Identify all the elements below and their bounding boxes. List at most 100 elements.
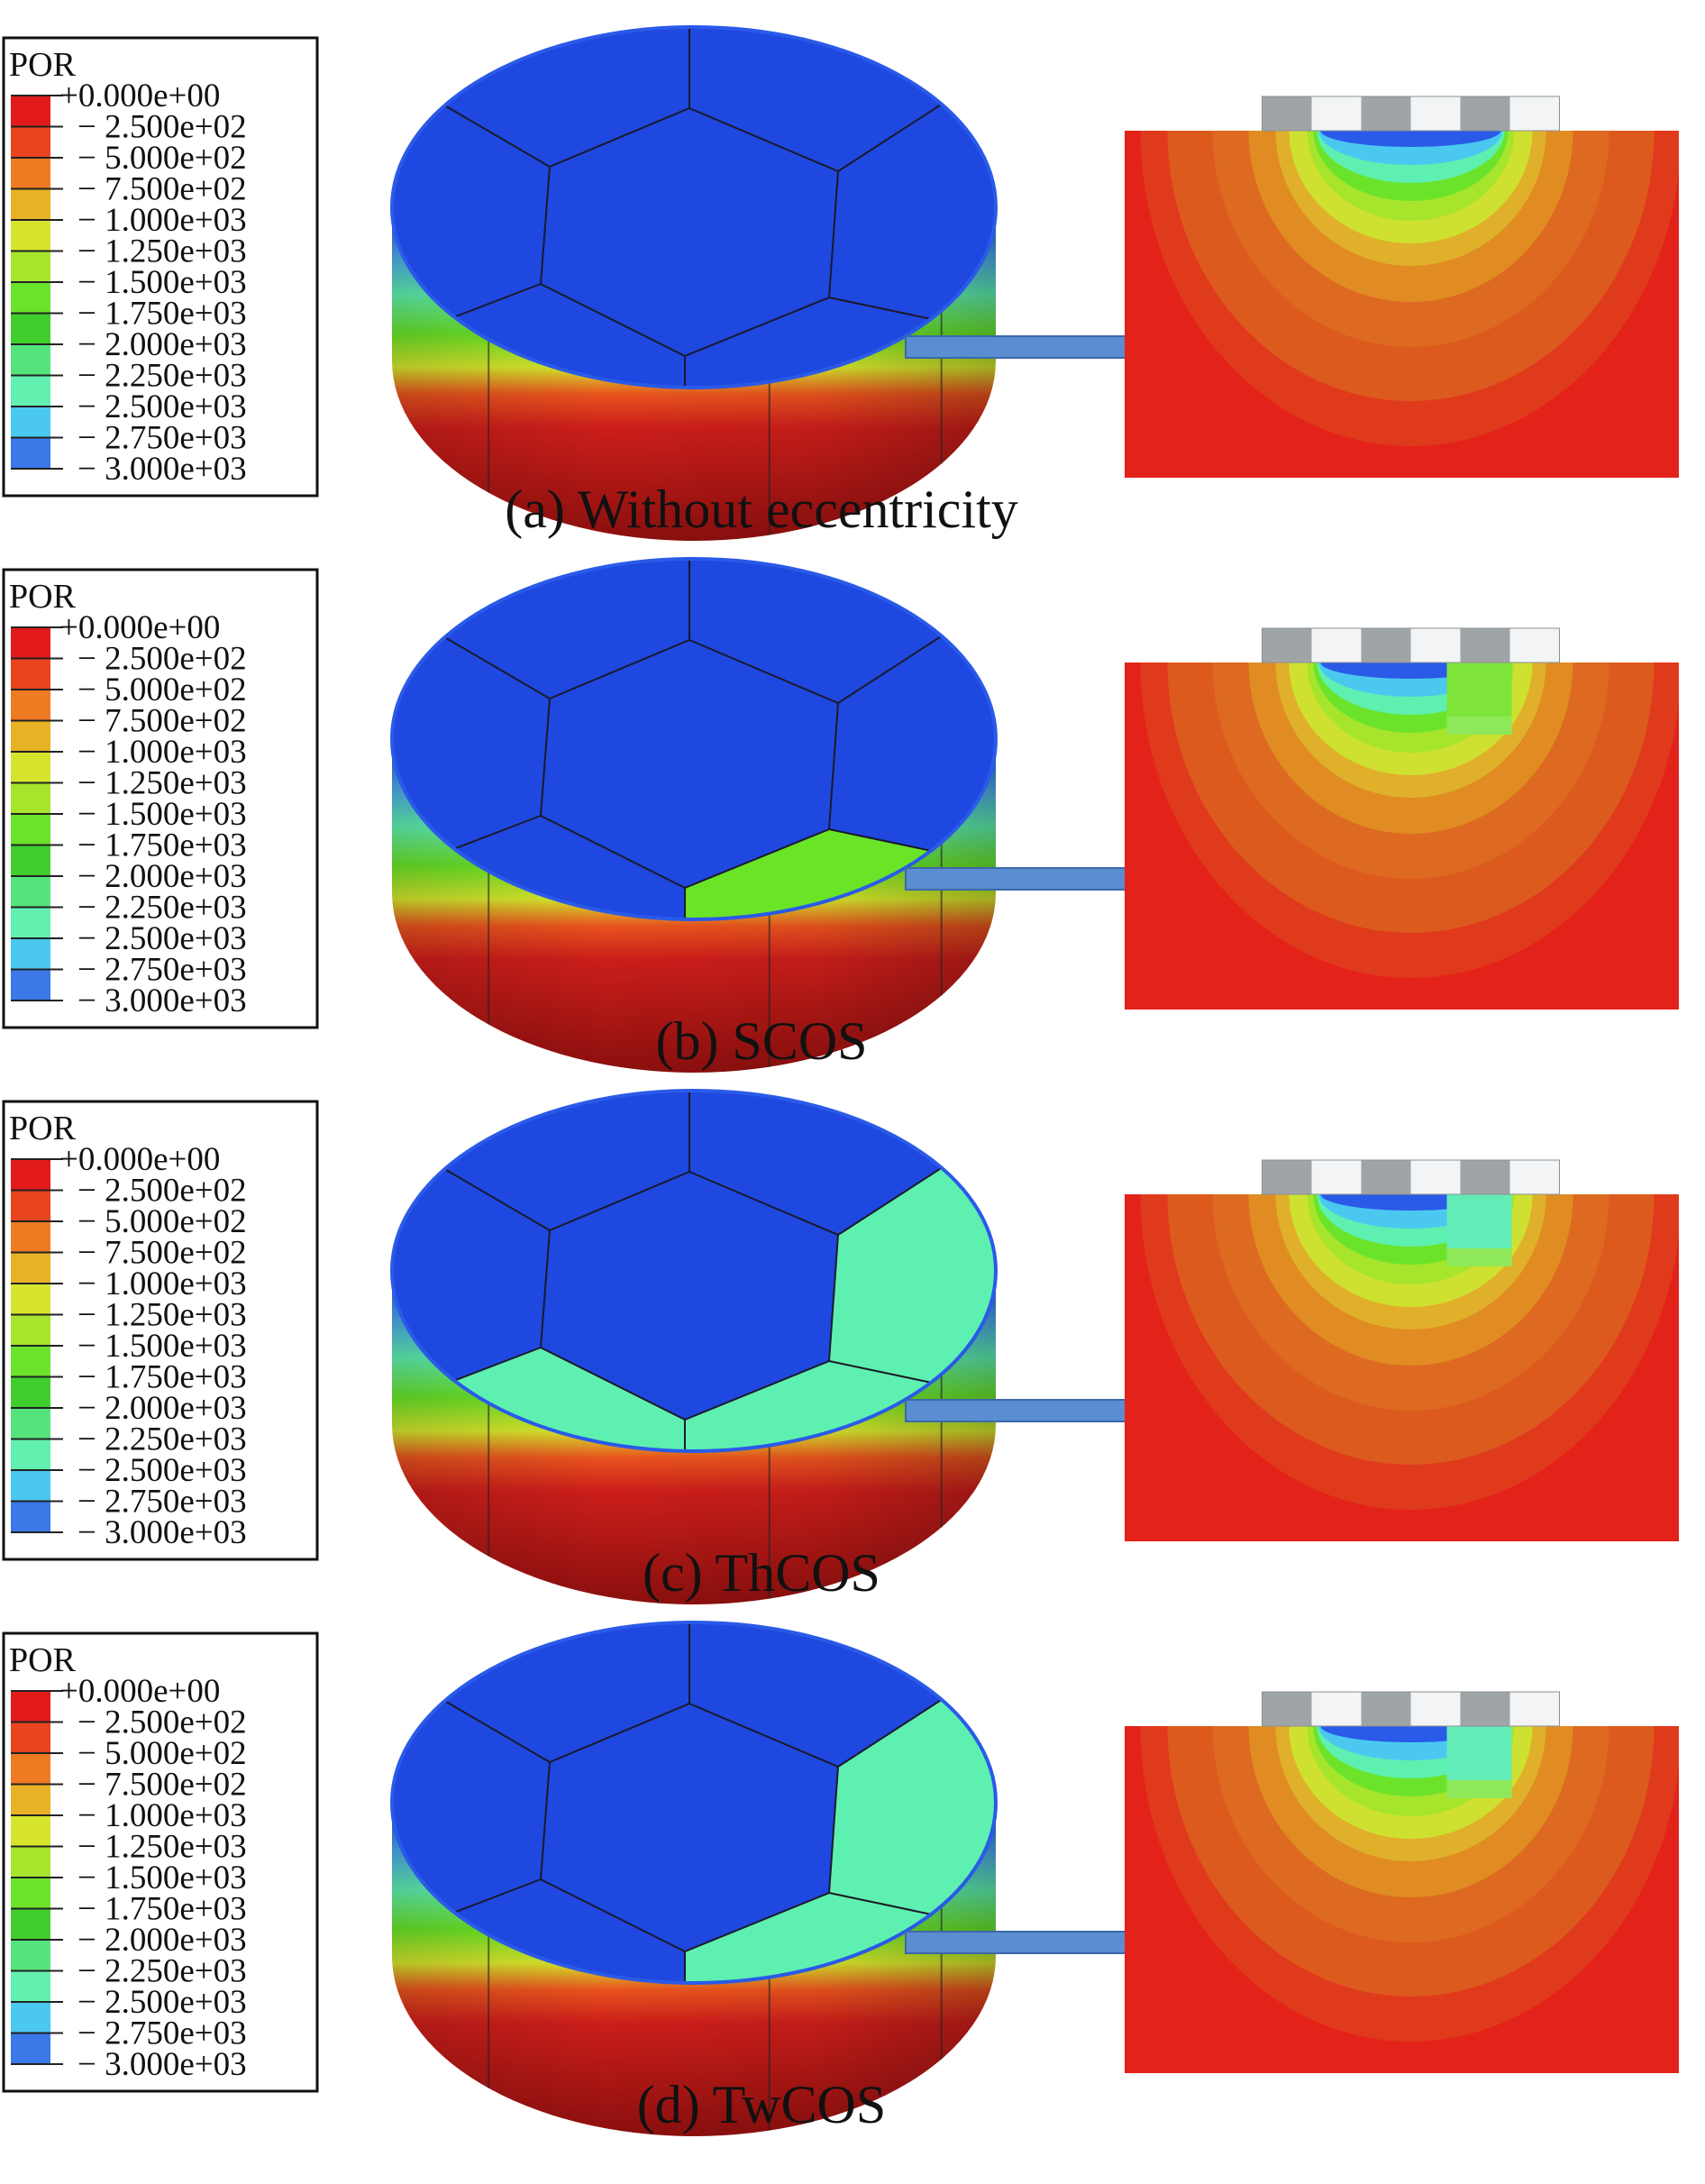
legend-swatch bbox=[11, 96, 50, 127]
panel-caption: (b) SCOS bbox=[655, 1011, 867, 1071]
legend-frame bbox=[2, 1631, 319, 2093]
legend-label: − 3.000e+03 bbox=[78, 1514, 247, 1551]
disc-segment bbox=[689, 559, 991, 703]
plate-cell bbox=[1410, 1692, 1461, 1726]
legend-label: − 1.500e+03 bbox=[78, 796, 247, 833]
footing-plate bbox=[1262, 1159, 1560, 1195]
legend-swatch bbox=[11, 1221, 50, 1253]
legend-label: − 5.000e+02 bbox=[78, 1203, 247, 1240]
disc-rim bbox=[390, 1621, 998, 1985]
disc-rim bbox=[390, 1089, 998, 1453]
legend: POR+0.000e+00− 2.500e+02− 5.000e+02− 7.5… bbox=[2, 1631, 319, 2093]
legend-swatch bbox=[11, 845, 50, 876]
arrow-shaft bbox=[905, 1399, 1136, 1422]
legend-label: +0.000e+00 bbox=[59, 1673, 220, 1710]
legend-frame bbox=[2, 568, 319, 1029]
legend-swatch bbox=[11, 1722, 50, 1753]
disc-edge bbox=[539, 1702, 840, 1953]
legend-swatch bbox=[11, 1284, 50, 1315]
legend-swatch bbox=[11, 437, 50, 469]
disc-side-shade bbox=[392, 1803, 996, 2136]
footing-plate bbox=[1262, 96, 1560, 132]
disc-segment bbox=[829, 1136, 996, 1397]
plate-cell bbox=[1311, 1160, 1362, 1194]
legend-label: +0.000e+00 bbox=[59, 609, 220, 646]
legend-label: − 2.750e+03 bbox=[78, 1484, 247, 1521]
eccentric-zone bbox=[1446, 1726, 1512, 1780]
legend-label: +0.000e+00 bbox=[59, 78, 220, 114]
legend: POR+0.000e+00− 2.500e+02− 5.000e+02− 7.5… bbox=[2, 1100, 319, 1561]
plate-outline bbox=[1262, 96, 1560, 132]
plate-cell bbox=[1509, 1160, 1560, 1194]
plate-cell bbox=[1361, 1160, 1411, 1194]
legend-swatch bbox=[11, 251, 50, 282]
disc-segment-center bbox=[541, 640, 838, 888]
legend-swatch bbox=[11, 1470, 50, 1502]
legend-swatch bbox=[11, 2033, 50, 2064]
legend-swatch bbox=[11, 1439, 50, 1470]
footing-disc bbox=[390, 557, 998, 1073]
disc-segment bbox=[689, 1091, 991, 1235]
plate-cell bbox=[1460, 1160, 1510, 1194]
legend-swatch bbox=[11, 407, 50, 438]
disc-segment bbox=[392, 72, 550, 343]
disc-segment bbox=[392, 1622, 689, 1762]
arrow-shaft bbox=[905, 1931, 1136, 1954]
legend-label: − 5.000e+02 bbox=[78, 672, 247, 708]
disc-segment-center bbox=[541, 1704, 838, 1951]
legend: POR+0.000e+00− 2.500e+02− 5.000e+02− 7.5… bbox=[2, 36, 319, 498]
disc-segment bbox=[392, 604, 550, 874]
footing-disc bbox=[390, 1089, 998, 1604]
legend-swatch bbox=[11, 2002, 50, 2033]
eccentric-zone-lower bbox=[1446, 717, 1512, 735]
disc-segment bbox=[392, 559, 689, 699]
legend-label: − 3.000e+03 bbox=[78, 2046, 247, 2083]
legend-swatch bbox=[11, 126, 50, 158]
plate-cell bbox=[1262, 628, 1312, 663]
legend-label: − 3.000e+03 bbox=[78, 982, 247, 1019]
legend-title: POR bbox=[9, 1641, 77, 1679]
legend-label: − 1.500e+03 bbox=[78, 1860, 247, 1896]
legend-label: − 1.750e+03 bbox=[78, 827, 247, 864]
field-contours bbox=[1140, 131, 1679, 446]
legend-swatch bbox=[11, 344, 50, 376]
field-contours bbox=[1140, 663, 1679, 978]
legend-swatch bbox=[11, 282, 50, 314]
legend-swatch bbox=[11, 907, 50, 938]
legend-swatch bbox=[11, 1908, 50, 1940]
plate-cell bbox=[1311, 628, 1362, 663]
plate-cell bbox=[1262, 1692, 1312, 1726]
legend-label: − 2.500e+03 bbox=[78, 388, 247, 425]
legend-label: − 1.000e+03 bbox=[78, 1797, 247, 1834]
eccentric-zone bbox=[1446, 663, 1512, 717]
legend-frame bbox=[2, 36, 319, 498]
legend-label: − 7.500e+02 bbox=[78, 171, 247, 208]
legend-swatch bbox=[11, 1878, 50, 1909]
field-contours bbox=[1140, 1194, 1679, 1510]
legend-label: − 2.000e+03 bbox=[78, 326, 247, 363]
legend-label: − 1.000e+03 bbox=[78, 1266, 247, 1302]
legend-label: − 1.750e+03 bbox=[78, 296, 247, 333]
panel-2: POR+0.000e+00− 2.500e+02− 5.000e+02− 7.5… bbox=[2, 1089, 1679, 1604]
legend-swatch bbox=[11, 782, 50, 814]
legend-label: − 2.500e+03 bbox=[78, 1984, 247, 2021]
legend-swatch bbox=[11, 720, 50, 752]
legend-swatch bbox=[11, 313, 50, 344]
legend-swatch bbox=[11, 1376, 50, 1408]
legend-swatch bbox=[11, 1408, 50, 1439]
disc-segment bbox=[392, 1668, 550, 1938]
panel-0: POR+0.000e+00− 2.500e+02− 5.000e+02− 7.5… bbox=[2, 25, 1679, 541]
plate-cell bbox=[1460, 628, 1510, 663]
legend-label: − 2.000e+03 bbox=[78, 1390, 247, 1427]
legend-swatch bbox=[11, 220, 50, 251]
legend-label: − 2.750e+03 bbox=[78, 420, 247, 457]
disc-segment bbox=[392, 1136, 550, 1406]
legend-label: − 5.000e+02 bbox=[78, 1735, 247, 1772]
disc-segment bbox=[829, 1668, 996, 1929]
footing-plate bbox=[1262, 627, 1560, 663]
legend-label: − 7.500e+02 bbox=[78, 703, 247, 740]
legend-label: − 2.250e+03 bbox=[78, 890, 247, 927]
legend-swatch bbox=[11, 1753, 50, 1785]
pressure-field bbox=[1125, 1726, 1679, 2073]
plate-outline bbox=[1262, 1159, 1560, 1195]
